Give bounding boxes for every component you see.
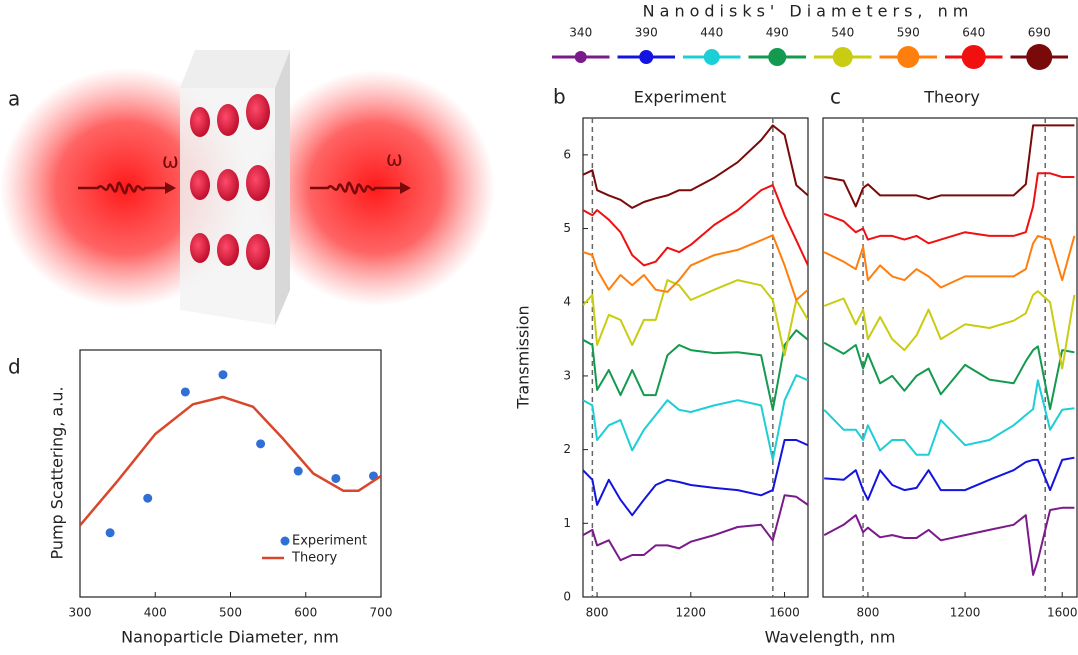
legend-label: 640 [962,26,985,40]
y-axis-label: Transmission [514,305,533,409]
y-tick-label: 5 [563,221,571,235]
legend-label: 690 [1028,26,1051,40]
plot-frame [582,117,809,598]
arrow-head [165,182,176,194]
legend-label: 540 [831,26,854,40]
series-line [583,184,808,267]
wave-out [310,181,400,195]
y-axis-label: Pump Scattering, a.u. [48,386,67,559]
x-tick-label: 1600 [1047,606,1078,620]
series-line [823,379,1075,456]
legend-marker [574,51,587,63]
plot-area [80,370,381,538]
legend-label: Theory [291,551,337,566]
panel-title: Experiment [634,88,726,107]
series-line [823,290,1076,370]
data-point [218,370,228,380]
plot-area [823,118,1076,597]
series-line [583,279,808,357]
series-line [583,234,808,301]
data-point [256,439,266,449]
legend-label: 440 [700,26,723,40]
y-tick-label: 6 [563,147,571,161]
nanodisks [190,94,270,270]
legend-label: 390 [635,26,658,40]
x-axis-label: Nanoparticle Diameter, nm [121,628,339,647]
data-point [180,387,190,397]
illustration: ω ω a [0,50,495,325]
series-line [823,506,1075,576]
legend-title: Nanodisks' Diameters, nm [643,2,974,21]
data-point [293,466,303,476]
series-line [583,329,808,411]
y-tick-label: 2 [563,442,571,456]
series-line [583,494,808,562]
plot-frame [822,117,1078,598]
legend-marker [768,48,787,66]
legend-marker [832,47,853,67]
x-tick-label: 300 [69,606,92,620]
series-line [824,456,1075,501]
omega: ω [386,147,403,171]
panel-title: Theory [923,88,980,107]
slab-side [275,50,290,325]
legend-label: 340 [569,26,592,40]
x-tick-label: 600 [294,606,317,620]
x-tick-label: 400 [144,606,167,620]
legend-marker [280,536,290,546]
series-line [823,234,1076,289]
x-tick-label: 500 [219,606,242,620]
panel-letter: d [8,355,21,379]
x-tick-label: 700 [370,606,393,620]
omega: ω [162,149,179,173]
data-point [105,528,115,538]
x-tick-label: 1200 [676,606,707,620]
panel-letter: b [553,85,566,109]
x-tick-label: 800 [856,606,879,620]
arrow-head [400,182,411,194]
series-line [583,124,808,209]
slab-top [180,50,290,88]
theory-line [80,395,381,527]
legend-marker [1026,44,1053,70]
data-point [143,493,153,503]
y-tick-label: 0 [563,590,571,604]
y-tick-label: 4 [563,295,571,309]
series-line [583,374,808,461]
panel-letter: a [8,87,20,111]
x-tick-label: 1600 [769,606,800,620]
plot-area [583,118,808,597]
series-line [824,124,1075,208]
wave-in [78,181,165,195]
legend-label: 490 [766,26,789,40]
legend-marker [961,45,986,69]
x-axis-label: Wavelength, nm [765,628,896,647]
series-line [823,341,1075,411]
y-tick-label: 3 [563,368,571,382]
series-line [583,439,808,517]
legend-marker [703,49,720,65]
legend-marker [639,50,654,64]
x-tick-label: 800 [586,606,609,620]
series-line [823,172,1075,245]
legend-marker [897,46,920,68]
legend-label: 590 [897,26,920,40]
x-tick-label: 1200 [950,606,981,620]
data-point [331,473,341,483]
panel-letter: c [830,85,841,109]
legend-label: Experiment [292,534,367,549]
y-tick-label: 1 [563,516,571,530]
